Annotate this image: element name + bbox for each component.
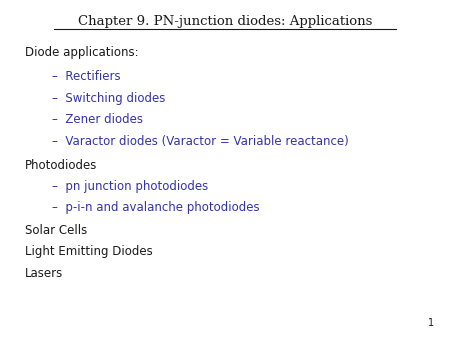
Text: Chapter 9. PN-junction diodes: Applications: Chapter 9. PN-junction diodes: Applicati… (78, 15, 372, 28)
Text: 1: 1 (428, 318, 434, 328)
Text: –  Rectifiers: – Rectifiers (52, 70, 121, 82)
Text: Diode applications:: Diode applications: (25, 46, 139, 59)
Text: –  pn junction photodiodes: – pn junction photodiodes (52, 180, 208, 193)
Text: –  Zener diodes: – Zener diodes (52, 114, 143, 126)
Text: Light Emitting Diodes: Light Emitting Diodes (25, 245, 153, 258)
Text: –  p-i-n and avalanche photodiodes: – p-i-n and avalanche photodiodes (52, 201, 259, 214)
Text: Photodiodes: Photodiodes (25, 159, 97, 172)
Text: Lasers: Lasers (25, 267, 63, 280)
Text: –  Switching diodes: – Switching diodes (52, 92, 165, 104)
Text: Solar Cells: Solar Cells (25, 224, 87, 237)
Text: –  Varactor diodes (Varactor = Variable reactance): – Varactor diodes (Varactor = Variable r… (52, 136, 348, 148)
